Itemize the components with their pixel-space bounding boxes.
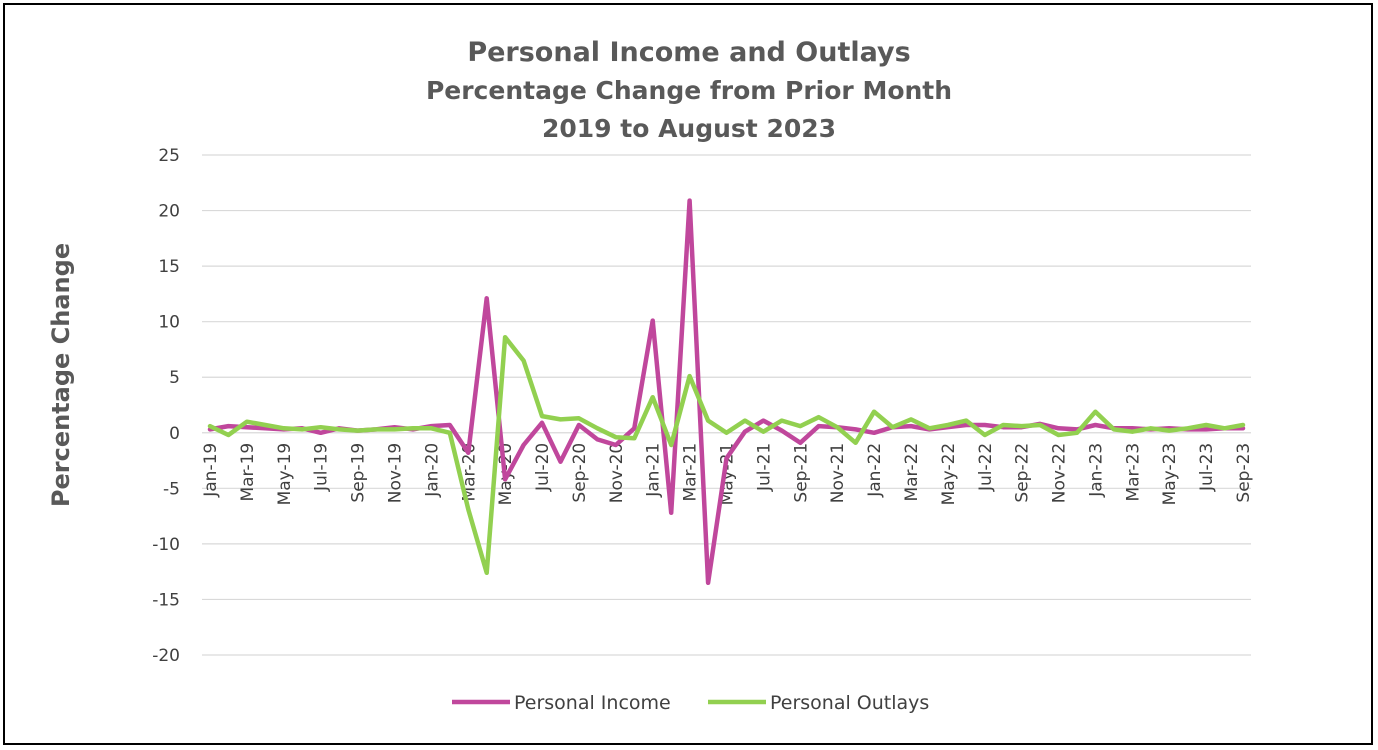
x-tick-label: Jan-22 [865,443,885,498]
x-tick-label: May-19 [275,443,295,506]
y-tick-label: -20 [152,646,180,666]
y-tick-label: -5 [163,479,180,499]
x-axis-ticks: Jan-19 Mar-19 May-19 Jul-19 Sep-19 Nov-19 Jan-… [201,443,1254,506]
x-tick-label: Sep-22 [1013,443,1033,503]
x-tick-label: May-22 [939,443,959,506]
x-tick-label: Mar-22 [902,443,922,502]
x-tick-label: Jan-20 [422,443,442,498]
x-tick-label: Sep-21 [791,443,811,503]
line-chart: Personal Income and Outlays Percentage C… [47,37,1254,714]
x-tick-label: Jul-22 [976,443,996,492]
chart-subtitle-years: 2019 to August 2023 [542,114,836,143]
x-tick-label: Nov-22 [1050,443,1070,504]
y-tick-label: 15 [158,257,180,277]
x-tick-label: Jul-19 [312,443,332,492]
y-tick-label: -10 [152,535,180,555]
series-line-personal-income [207,198,1246,586]
x-tick-label: Mar-19 [238,443,258,502]
x-tick-label: Jan-23 [1086,443,1106,498]
x-tick-label: Jul-23 [1197,443,1217,492]
x-tick-label: Nov-19 [385,443,405,504]
series-lines [207,198,1246,586]
y-tick-label: -15 [152,590,180,610]
x-tick-label: Nov-21 [828,443,848,504]
y-tick-label: 20 [158,202,180,222]
x-tick-label: Mar-21 [681,443,701,502]
x-tick-label: Jul-20 [533,443,553,492]
chart-subtitle: Percentage Change from Prior Month [426,76,952,105]
y-tick-label: 5 [169,368,180,388]
x-tick-label: Nov-20 [607,443,627,504]
legend: Personal Income Personal Outlays [452,692,929,714]
x-tick-label: Sep-19 [349,443,369,503]
x-tick-label: Jul-21 [754,443,774,492]
x-tick-label: Jan-19 [201,443,221,498]
x-tick-label: Sep-20 [570,443,590,503]
y-tick-label: 0 [169,424,180,444]
series-line-personal-outlays [207,334,1246,576]
x-tick-label: May-23 [1160,443,1180,506]
y-axis-label: Percentage Change [47,243,75,507]
legend-label: Personal Income [514,692,671,714]
x-tick-label: Mar-23 [1123,443,1143,502]
x-tick-label: Sep-23 [1234,443,1254,503]
chart-frame: Personal Income and Outlays Percentage C… [3,3,1373,745]
y-tick-label: 10 [158,313,180,333]
y-axis-ticks: 25 20 15 10 5 0 -5 -10 -15 -20 [152,146,180,666]
chart-title: Personal Income and Outlays [467,37,910,68]
gridlines [202,154,1251,656]
legend-label: Personal Outlays [770,692,929,714]
x-tick-label: Jan-21 [644,443,664,498]
y-tick-label: 25 [158,146,180,166]
